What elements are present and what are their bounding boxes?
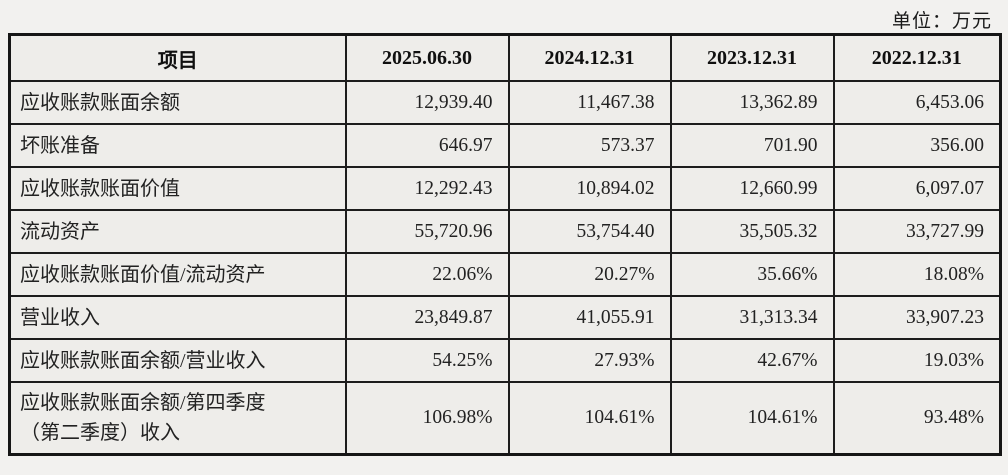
cell-value: 31,313.34 bbox=[669, 295, 835, 340]
cell-value: 42.67% bbox=[669, 338, 835, 383]
cell-value: 12,660.99 bbox=[669, 166, 835, 211]
row-label: 应收账款账面余额/营业收入 bbox=[8, 338, 347, 383]
cell-value: 13,362.89 bbox=[669, 80, 835, 125]
cell-value: 104.61% bbox=[669, 381, 835, 456]
table-row: 营业收入 23,849.87 41,055.91 31,313.34 33,90… bbox=[8, 295, 1002, 340]
cell-value: 106.98% bbox=[344, 381, 510, 456]
header-date-2023-12-31: 2023.12.31 bbox=[669, 33, 835, 82]
cell-value: 27.93% bbox=[507, 338, 672, 383]
table-row: 坏账准备 646.97 573.37 701.90 356.00 bbox=[8, 123, 1002, 168]
cell-value: 11,467.38 bbox=[507, 80, 672, 125]
header-date-2025-06-30: 2025.06.30 bbox=[344, 33, 510, 82]
receivables-analysis-table: 项目 2025.06.30 2024.12.31 2023.12.31 2022… bbox=[8, 33, 1002, 456]
table-row: 应收账款账面价值 12,292.43 10,894.02 12,660.99 6… bbox=[8, 166, 1002, 211]
row-label: 应收账款账面余额 bbox=[8, 80, 347, 125]
row-label: 坏账准备 bbox=[8, 123, 347, 168]
cell-value: 33,907.23 bbox=[832, 295, 1002, 340]
cell-value: 18.08% bbox=[832, 252, 1002, 297]
cell-value: 6,097.07 bbox=[832, 166, 1002, 211]
cell-value: 93.48% bbox=[832, 381, 1002, 456]
row-label: 应收账款账面价值/流动资产 bbox=[8, 252, 347, 297]
cell-value: 23,849.87 bbox=[344, 295, 510, 340]
cell-value: 20.27% bbox=[507, 252, 672, 297]
header-date-2024-12-31: 2024.12.31 bbox=[507, 33, 672, 82]
table-row: 应收账款账面余额 12,939.40 11,467.38 13,362.89 6… bbox=[8, 80, 1002, 125]
cell-value: 55,720.96 bbox=[344, 209, 510, 254]
row-label: 应收账款账面价值 bbox=[8, 166, 347, 211]
cell-value: 19.03% bbox=[832, 338, 1002, 383]
cell-value: 35,505.32 bbox=[669, 209, 835, 254]
table-header-row: 项目 2025.06.30 2024.12.31 2023.12.31 2022… bbox=[8, 33, 1002, 82]
cell-value: 12,292.43 bbox=[344, 166, 510, 211]
cell-value: 53,754.40 bbox=[507, 209, 672, 254]
cell-value: 6,453.06 bbox=[832, 80, 1002, 125]
table-row: 应收账款账面余额/第四季度 （第二季度）收入 106.98% 104.61% 1… bbox=[8, 381, 1002, 456]
cell-value: 701.90 bbox=[669, 123, 835, 168]
cell-value: 12,939.40 bbox=[344, 80, 510, 125]
row-label: 应收账款账面余额/第四季度 （第二季度）收入 bbox=[8, 381, 347, 456]
table-row: 应收账款账面价值/流动资产 22.06% 20.27% 35.66% 18.08… bbox=[8, 252, 1002, 297]
cell-value: 41,055.91 bbox=[507, 295, 672, 340]
unit-label: 单位：万元 bbox=[891, 11, 992, 32]
header-item: 项目 bbox=[8, 33, 347, 82]
row-label: 营业收入 bbox=[8, 295, 347, 340]
table-row: 应收账款账面余额/营业收入 54.25% 27.93% 42.67% 19.03… bbox=[8, 338, 1002, 383]
header-date-2022-12-31: 2022.12.31 bbox=[832, 33, 1002, 82]
row-label: 流动资产 bbox=[8, 209, 347, 254]
cell-value: 54.25% bbox=[344, 338, 510, 383]
cell-value: 22.06% bbox=[344, 252, 510, 297]
cell-value: 104.61% bbox=[507, 381, 672, 456]
cell-value: 10,894.02 bbox=[507, 166, 672, 211]
cell-value: 33,727.99 bbox=[832, 209, 1002, 254]
table-row: 流动资产 55,720.96 53,754.40 35,505.32 33,72… bbox=[8, 209, 1002, 254]
cell-value: 646.97 bbox=[344, 123, 510, 168]
cell-value: 356.00 bbox=[832, 123, 1002, 168]
cell-value: 35.66% bbox=[669, 252, 835, 297]
cell-value: 573.37 bbox=[507, 123, 672, 168]
